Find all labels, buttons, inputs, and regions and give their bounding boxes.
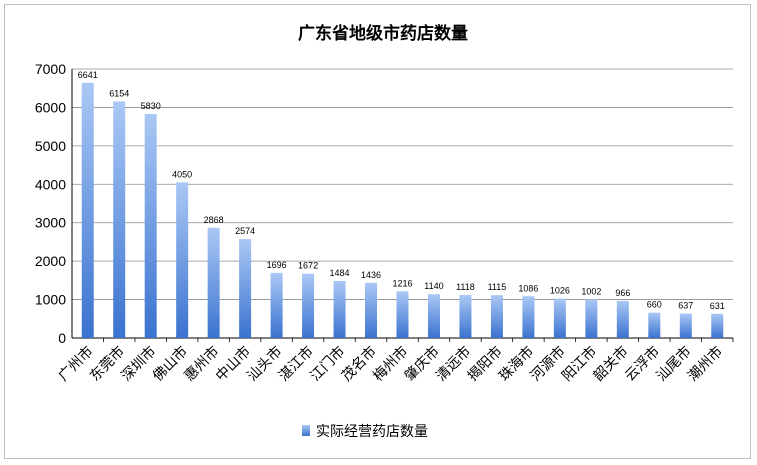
x-tick-label: 中山市	[212, 343, 254, 385]
data-label: 1140	[424, 281, 443, 291]
y-tick-label: 4000	[35, 176, 66, 192]
bar-chart: 广东省地级市药店数量 0 1000 2000 3000 4000 5000 6000 7000…	[35, 23, 734, 440]
bar	[396, 291, 409, 338]
x-tick-label: 深圳市	[118, 343, 160, 385]
bar	[144, 113, 157, 338]
data-label: 1696	[267, 260, 287, 270]
x-tick-label: 佛山市	[149, 343, 191, 385]
x-tick-label: 河源市	[527, 343, 569, 385]
data-label: 1086	[518, 283, 538, 293]
x-tick-label: 肇庆市	[401, 343, 443, 385]
bar	[616, 300, 629, 338]
x-tick-label: 广州市	[55, 343, 97, 385]
data-label: 1002	[581, 286, 601, 296]
bar	[207, 227, 220, 338]
y-tick-label: 3000	[35, 215, 66, 231]
data-label: 6641	[78, 70, 98, 80]
data-label: 966	[615, 288, 630, 298]
y-tick-label: 7000	[35, 61, 66, 77]
bar	[302, 273, 315, 338]
data-label: 1672	[298, 261, 318, 271]
bar	[585, 299, 598, 338]
x-tick-label: 茂名市	[338, 343, 380, 385]
legend-label: 实际经营药店数量	[316, 424, 428, 440]
bar	[459, 295, 472, 338]
bars	[81, 82, 724, 338]
bar	[522, 296, 535, 338]
y-tick-label: 5000	[35, 138, 66, 154]
y-axis-ticks: 0 1000 2000 3000 4000 5000 6000 7000	[35, 61, 66, 346]
x-tick-label: 江门市	[307, 343, 349, 385]
data-label: 2574	[235, 226, 255, 236]
bar	[270, 272, 283, 338]
data-label: 1484	[330, 268, 350, 278]
chart-title: 广东省地级市药店数量	[298, 23, 468, 44]
data-label: 5830	[141, 101, 161, 111]
data-label: 1026	[550, 286, 570, 296]
x-tick-label: 韶关市	[590, 343, 632, 385]
bar	[427, 294, 440, 338]
y-tick-label: 0	[58, 330, 66, 346]
bar	[711, 313, 724, 338]
x-tick-label: 惠州市	[181, 343, 223, 385]
data-label: 631	[710, 301, 725, 311]
x-axis-ticks: 广州市东莞市深圳市佛山市惠州市中山市汕头市湛江市江门市茂名市梅州市肇庆市清远市揭…	[55, 338, 734, 385]
x-tick-label: 云浮市	[621, 343, 663, 385]
chart-frame: 广东省地级市药店数量 0 1000 2000 3000 4000 5000 6000 7000…	[4, 4, 751, 459]
bar	[113, 101, 126, 338]
data-label: 1115	[488, 282, 507, 292]
data-label: 2868	[204, 215, 224, 225]
y-tick-label: 2000	[35, 253, 66, 269]
legend: 实际经营药店数量	[302, 424, 428, 440]
data-labels: 6641 6154 5830 4050 2868 2574 1696 1672 1484 1436…	[78, 70, 725, 311]
x-tick-label: 东莞市	[86, 343, 128, 385]
bar	[648, 312, 661, 338]
bar	[333, 280, 346, 338]
x-tick-label: 湛江市	[275, 343, 317, 385]
data-label: 6154	[109, 89, 129, 99]
x-tick-label: 揭阳市	[464, 343, 506, 385]
x-tick-label: 汕尾市	[653, 343, 695, 385]
x-tick-label: 阳江市	[558, 343, 600, 385]
x-tick-label: 潮州市	[684, 343, 726, 385]
data-label: 1216	[392, 278, 412, 288]
data-label: 1436	[361, 270, 381, 280]
x-tick-label: 清远市	[433, 343, 475, 385]
y-tick-label: 6000	[35, 99, 66, 115]
bar	[553, 298, 566, 338]
legend-swatch	[302, 425, 310, 436]
bar	[239, 239, 252, 338]
x-tick-label: 汕头市	[244, 343, 286, 385]
data-label: 1118	[456, 282, 475, 292]
bar	[81, 82, 94, 338]
x-tick-label: 梅州市	[370, 343, 412, 385]
y-tick-label: 1000	[35, 292, 66, 308]
data-label: 637	[678, 301, 693, 311]
bar	[176, 182, 189, 338]
bar	[365, 282, 378, 338]
data-label: 4050	[172, 169, 192, 179]
bar	[679, 313, 692, 338]
data-label: 660	[647, 300, 662, 310]
bar	[490, 295, 503, 338]
x-tick-label: 珠海市	[496, 343, 538, 385]
